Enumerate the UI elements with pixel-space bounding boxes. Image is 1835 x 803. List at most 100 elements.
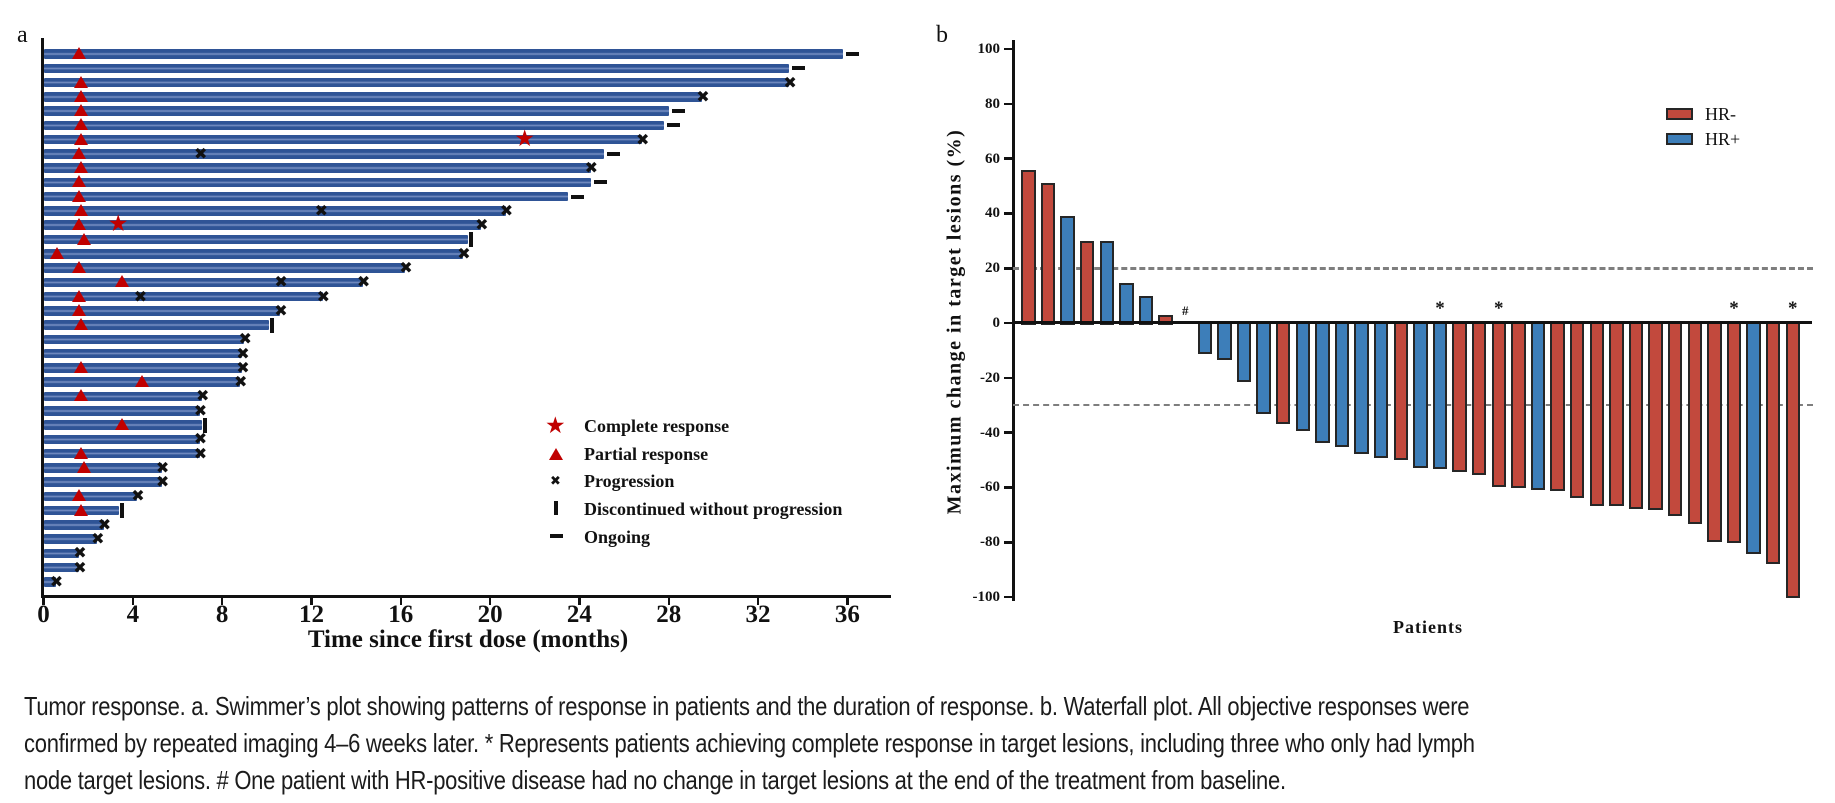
caption-line-2: confirmed by repeated imaging 4–6 weeks … [24, 728, 1475, 758]
waterfall-y-axis-title: Maximum change in target lesions (%) [943, 128, 966, 515]
waterfall-plot: 100 80 60 40 20 0 -20 -40 -60 -80 -100 # * * * * Maximu… [900, 0, 1835, 660]
swimmer-bar [43, 220, 482, 230]
waterfall-y-tick-label: 80 [985, 95, 1000, 112]
swimmer-legend-label: Progression [584, 471, 675, 492]
waterfall-bar-hr+ [1530, 322, 1546, 490]
waterfall-bar-hr- [1609, 322, 1624, 507]
swimmer-bar [43, 548, 80, 559]
swimmer-bar [43, 291, 323, 302]
swimmer-x-tick-label: 8 [215, 601, 229, 628]
swimmer-x-tick-label: 16 [388, 601, 414, 628]
legend-swatch-hr-negative [1666, 108, 1693, 120]
swimmer-x-tick [220, 597, 224, 605]
complete-response-star-icon: ★ [514, 125, 535, 152]
waterfall-bar-hr+ [1354, 322, 1369, 455]
progression-x-icon: ✖ [236, 343, 250, 363]
progression-x-icon: ✖ [193, 443, 208, 463]
swimmer-bar [43, 306, 281, 316]
partial-response-triangle-icon [72, 489, 87, 502]
partial-response-triangle-icon [72, 303, 87, 316]
swimmer-bar [43, 106, 669, 116]
swimmer-legend-item: ★ Complete response [540, 415, 880, 439]
swimmer-x-tick-label: 28 [656, 601, 682, 628]
no-change-hash: # [1181, 303, 1189, 318]
waterfall-bar-hr- [1628, 322, 1644, 509]
swimmer-x-tick-label: 36 [834, 601, 860, 628]
waterfall-y-tick [1004, 321, 1012, 325]
ongoing-dash-icon [593, 180, 607, 185]
waterfall-bar-hr- [1707, 322, 1722, 542]
waterfall-bar-hr- [1667, 322, 1683, 516]
progression-x-icon: ✖ [234, 372, 248, 392]
progression-x-icon: ✖ [356, 272, 371, 292]
swimmer-x-tick [310, 597, 313, 605]
partial-response-triangle-icon [74, 503, 89, 516]
waterfall-bar-hr+ [1334, 322, 1350, 448]
swimmer-x-tick [756, 597, 760, 605]
partial-response-triangle-icon [72, 218, 87, 231]
discontinued-tick-icon [554, 501, 558, 516]
ongoing-dash-icon [845, 52, 859, 56]
waterfall-y-tick [1004, 212, 1012, 215]
progression-x-icon: ✖ [133, 286, 148, 306]
progression-x-icon: ✖ [97, 514, 112, 534]
partial-response-triangle-icon [74, 203, 89, 216]
reference-line-20 [1013, 266, 1813, 270]
ongoing-dash-icon [550, 533, 563, 538]
progression-x-icon: ✖ [584, 158, 598, 178]
swimmer-legend-label: Partial response [584, 443, 709, 464]
partial-response-triangle-icon [74, 318, 89, 331]
swimmer-bar [43, 391, 203, 402]
swimmer-bar [43, 234, 468, 245]
ongoing-dash-icon [667, 123, 681, 128]
swimmer-bar [43, 577, 56, 587]
partial-response-triangle-icon [74, 132, 89, 145]
swimmer-bar [43, 149, 604, 159]
swimmer-bar [43, 363, 243, 373]
partial-response-triangle-icon [74, 389, 89, 402]
swimmer-x-tick-label: 0 [37, 601, 50, 628]
waterfall-bar-hr- [1040, 183, 1056, 325]
waterfall-bar-hr- [1491, 322, 1507, 488]
waterfall-bar-hr- [1726, 322, 1742, 544]
swimmer-x-tick-label: 20 [477, 601, 503, 628]
reference-line--30 [1013, 403, 1813, 406]
partial-response-triangle-icon [74, 118, 89, 131]
waterfall-y-tick-label: 60 [985, 150, 1000, 167]
waterfall-y-tick-label: 20 [985, 260, 1000, 277]
waterfall-y-tick [1004, 157, 1012, 160]
swimmer-x-axis-line [41, 595, 891, 598]
swimmer-y-axis-line [41, 38, 44, 598]
waterfall-bar-hr- [1021, 169, 1036, 325]
swimmer-bar [43, 63, 790, 74]
waterfall-bar-hr+ [1236, 322, 1252, 382]
waterfall-y-tick-label: -60 [980, 479, 1000, 496]
complete-response-asterisk: * [1788, 298, 1798, 319]
waterfall-bar-hr- [1785, 322, 1801, 598]
swimmer-legend-label: Complete response [584, 416, 730, 436]
waterfall-y-tick [1004, 486, 1012, 489]
swimmer-bar [43, 520, 104, 530]
partial-response-triangle-icon [74, 161, 89, 174]
waterfall-y-tick [1004, 102, 1012, 106]
partial-response-triangle-icon [74, 75, 89, 88]
progression-x-icon: ✖ [316, 286, 331, 306]
progression-x-icon: ✖ [193, 429, 208, 449]
waterfall-legend-item: HR+ [1666, 129, 1786, 151]
swimmer-bar [43, 491, 138, 502]
swimmer-x-tick-label: 32 [745, 601, 771, 628]
swimmer-bar [43, 134, 642, 145]
swimmer-x-tick [42, 597, 45, 605]
swimmer-bar [43, 562, 80, 573]
waterfall-bar-hr+ [1119, 283, 1134, 325]
waterfall-bar-hr+ [1746, 322, 1761, 555]
progression-x-icon: ✖ [274, 272, 288, 292]
ongoing-dash-icon [792, 66, 806, 71]
partial-response-triangle-icon [549, 447, 563, 460]
waterfall-y-tick-label: -20 [980, 369, 1000, 386]
swimmer-bar [43, 191, 569, 202]
partial-response-triangle-icon [114, 275, 129, 288]
progression-x-icon: ✖ [73, 557, 87, 577]
legend-swatch-hr-positive [1666, 133, 1693, 145]
swimmer-x-tick-label: 4 [126, 601, 140, 628]
